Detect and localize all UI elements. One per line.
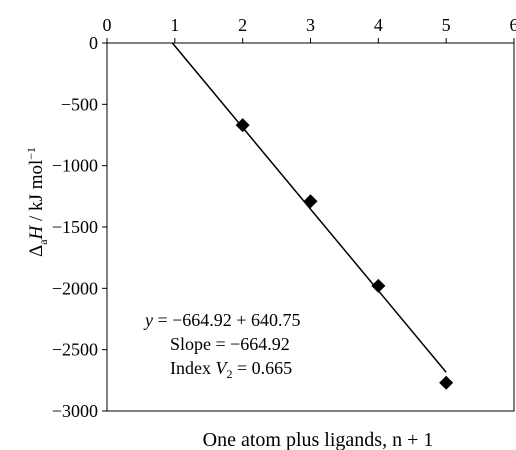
- y-tick-label: −3000: [52, 401, 98, 421]
- x-tick-label: 0: [103, 15, 112, 35]
- svg-text:ΔaH / kJ mol−1: ΔaH / kJ mol−1: [24, 147, 50, 257]
- fit-annotation: y = −664.92 + 640.75 Slope = −664.92 Ind…: [143, 310, 300, 381]
- data-point: [371, 278, 386, 293]
- slope-label: Slope = −664.92: [170, 334, 290, 354]
- x-tick-label: 6: [510, 15, 516, 35]
- data-points: [235, 118, 454, 390]
- data-point: [439, 375, 454, 390]
- y-tick-label: −2000: [52, 278, 98, 298]
- y-tick-label: −500: [61, 94, 98, 114]
- y-tick-label: 0: [89, 33, 98, 53]
- data-point: [303, 194, 318, 209]
- y-axis-label: ΔaH / kJ mol−1: [24, 147, 50, 257]
- index-label: Index V2 = 0.665: [170, 358, 292, 381]
- x-axis: 0 1 2 3 4 5 6: [103, 15, 516, 43]
- x-axis-label: One atom plus ligands, n + 1: [203, 429, 434, 450]
- fit-line-group: [171, 42, 447, 373]
- x-tick-label: 4: [374, 15, 383, 35]
- equation-label: y = −664.92 + 640.75: [143, 310, 300, 330]
- fit-line: [171, 42, 447, 373]
- y-axis: 0 −500 −1000 −1500 −2000 −2500 −3000: [52, 33, 107, 421]
- x-tick-label: 2: [238, 15, 247, 35]
- x-tick-label: 1: [170, 15, 179, 35]
- plot-area: [106, 42, 515, 412]
- data-point: [235, 118, 250, 133]
- x-tick-label: 3: [306, 15, 315, 35]
- y-tick-label: −1500: [52, 217, 98, 237]
- y-tick-label: −2500: [52, 340, 98, 360]
- y-tick-label: −1000: [52, 156, 98, 176]
- x-tick-label: 5: [442, 15, 451, 35]
